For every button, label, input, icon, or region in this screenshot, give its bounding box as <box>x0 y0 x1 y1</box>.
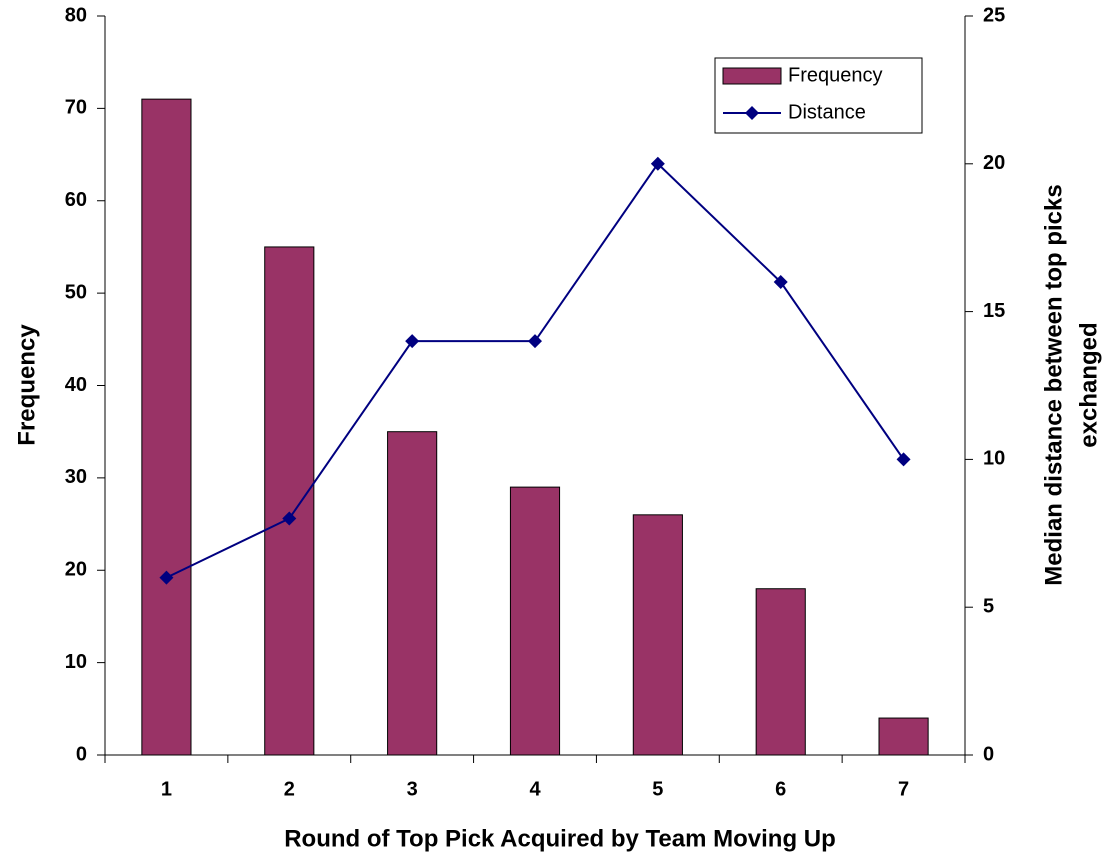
x-tick-label: 6 <box>775 778 786 800</box>
x-tick-label: 7 <box>898 778 909 800</box>
bar <box>387 431 438 756</box>
bar <box>264 246 315 756</box>
legend-swatch <box>745 106 759 120</box>
y-axis-label: Frequency <box>13 324 40 446</box>
y-tick-label: 80 <box>65 4 87 26</box>
bar <box>141 98 192 756</box>
legend-label: Frequency <box>788 64 883 86</box>
marker <box>773 275 788 290</box>
x-tick-label: 4 <box>529 778 541 800</box>
x-tick-label: 2 <box>284 778 295 800</box>
y-tick-label: 50 <box>65 281 87 303</box>
marker <box>528 334 542 349</box>
marker <box>896 452 911 467</box>
marker <box>282 511 297 526</box>
legend-swatch <box>722 67 782 85</box>
legend-label: Distance <box>788 101 866 123</box>
bar <box>755 588 806 756</box>
bar <box>509 486 561 756</box>
y2-tick-label: 25 <box>983 4 1005 26</box>
bar <box>632 514 683 756</box>
y-tick-label: 40 <box>65 374 87 396</box>
y2-tick-label: 20 <box>983 152 1005 174</box>
y2-tick-label: 0 <box>983 743 994 765</box>
y2-tick-label: 5 <box>983 595 994 617</box>
y-tick-label: 0 <box>76 743 87 765</box>
y-tick-label: 30 <box>65 466 87 488</box>
y-tick-label: 10 <box>65 651 87 673</box>
bar <box>878 717 929 756</box>
x-tick-label: 5 <box>652 778 663 800</box>
x-axis-label: Round of Top Pick Acquired by Team Movin… <box>284 825 836 852</box>
y-tick-label: 60 <box>65 189 87 211</box>
marker <box>159 570 174 585</box>
y2-axis-label: exchanged <box>1075 322 1102 447</box>
x-tick-label: 1 <box>161 778 172 800</box>
y-tick-label: 70 <box>65 97 87 119</box>
x-tick-label: 3 <box>407 778 418 800</box>
y-tick-label: 20 <box>65 559 87 581</box>
y2-tick-label: 15 <box>983 300 1005 322</box>
marker <box>405 334 420 349</box>
marker <box>650 156 665 171</box>
y2-axis-label: Median distance between top picks <box>1040 184 1067 585</box>
y2-tick-label: 10 <box>983 448 1005 470</box>
